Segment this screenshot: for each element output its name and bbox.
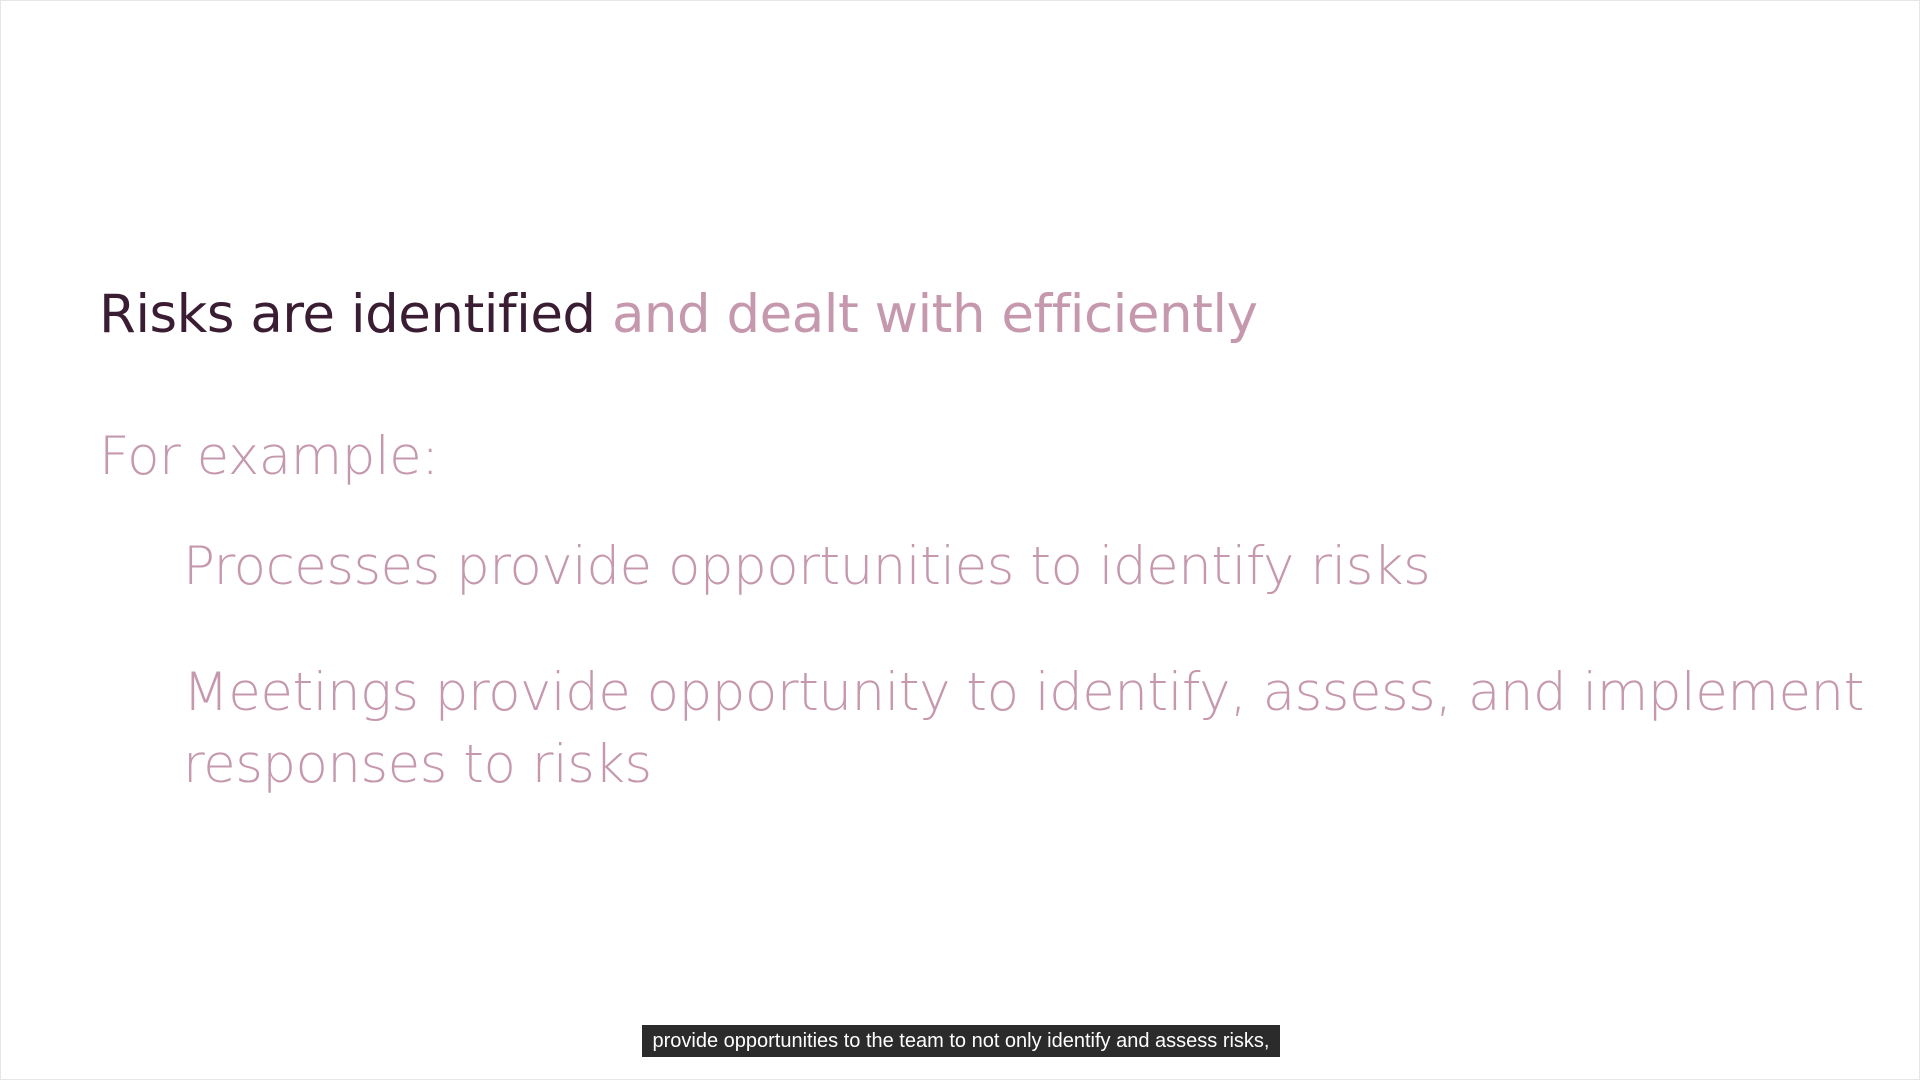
example-item-meetings: Meetings provide opportunity to identify… — [183, 662, 1864, 795]
example-label: For example: — [99, 426, 439, 487]
subtitle-area: provide opportunities to the team to not… — [1, 1025, 1920, 1057]
slide-headline: Risks are identified and dealt with effi… — [99, 279, 1258, 351]
subtitle-caption: provide opportunities to the team to not… — [642, 1025, 1280, 1057]
example-list: Processes provide opportunities to ident… — [183, 531, 1873, 801]
headline-emphasized-text: Risks are identified — [99, 284, 596, 345]
headline-faded-text: and dealt with efficiently — [611, 284, 1258, 345]
example-item-processes: Processes provide opportunities to ident… — [183, 536, 1431, 597]
